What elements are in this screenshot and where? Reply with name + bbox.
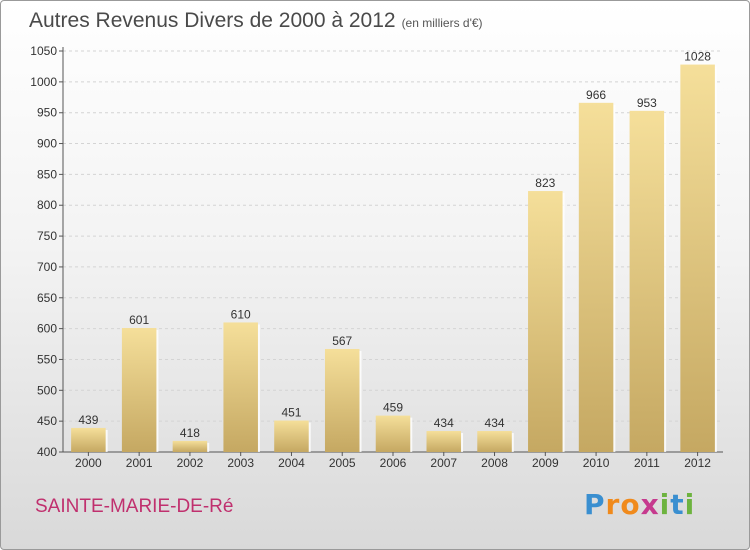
x-tick-label: 2009 [532,456,559,470]
chart-title: Autres Revenus Divers de 2000 à 2012 (en … [29,9,483,33]
logo-letter: i [684,488,696,521]
bar [578,102,614,453]
bar-group: 434 2007 [426,416,464,470]
x-tick-label: 2004 [278,456,305,470]
logo-letter: o [620,488,641,521]
y-tick-label: 550 [37,352,57,366]
x-tick-label: 2003 [227,456,254,470]
y-tick-label: 650 [37,291,57,305]
bar-group: 567 2005 [324,334,362,470]
city-name: SAINTE-MARIE-DE-Ré [35,496,234,517]
bar [629,110,665,452]
proxiti-logo: Proxiti [584,488,695,521]
y-tick-label: 950 [37,106,57,120]
bar-group: 823 2009 [528,176,565,470]
bar [426,431,462,452]
logo-letter: x [640,488,660,521]
bar-value-label: 966 [586,88,606,102]
bar-group: 601 2001 [121,313,159,470]
bar-group: 966 2010 [578,88,616,470]
bar-value-label: 567 [332,334,352,348]
x-tick-label: 2008 [481,456,508,470]
bar-group: 418 2002 [172,426,210,470]
y-tick-label: 850 [37,167,57,181]
x-tick-label: 2005 [329,456,356,470]
logo-letter: t [670,488,685,521]
bar-group: 610 2003 [223,307,260,470]
y-tick-label: 450 [37,414,57,428]
bar-value-label: 610 [231,307,251,321]
bar-group: 1028 2012 [680,50,717,470]
x-tick-label: 2002 [177,456,204,470]
logo-letter: i [659,488,671,521]
x-tick-label: 2007 [430,456,457,470]
logo-letter: P [584,488,606,521]
bar [324,348,360,452]
y-tick-label: 500 [37,383,57,397]
y-tick-label: 700 [37,260,57,274]
bar-value-label: 953 [637,96,657,110]
bar-value-label: 601 [129,313,149,327]
bar-value-label: 434 [434,416,454,430]
bar-value-label: 418 [180,426,200,440]
x-tick-label: 2006 [380,456,407,470]
bar [223,322,258,452]
bar [528,191,563,452]
x-tick-label: 2011 [634,456,660,470]
bar-value-label: 451 [281,406,301,420]
bar [121,327,157,452]
x-tick-label: 2012 [684,456,711,470]
bar [477,431,512,452]
bar-value-label: 439 [78,413,98,427]
bar-group: 439 2000 [71,413,108,470]
bar-group: 434 2008 [477,416,514,470]
chart-title-text: Autres Revenus Divers de 2000 à 2012 [29,9,396,32]
bar-group: 953 2011 [629,96,667,470]
x-tick-label: 2010 [583,456,610,470]
bar [680,64,715,452]
y-tick-label: 1050 [30,44,57,58]
x-tick-label: 2000 [75,456,102,470]
y-tick-label: 600 [37,322,57,336]
bar-value-label: 823 [535,176,555,190]
y-tick-label: 750 [37,229,57,243]
y-tick-label: 1000 [30,75,57,89]
logo-letter: r [605,488,621,521]
bar [71,427,106,452]
bar-group: 459 2006 [375,401,413,470]
y-tick-label: 800 [37,198,57,212]
chart-unit-label: (en milliers d'€) [401,16,483,30]
x-tick-label: 2001 [126,456,153,470]
bar-value-label: 434 [485,416,505,430]
bar-group: 451 2004 [274,406,311,470]
y-tick-label: 900 [37,137,57,151]
bar [172,440,208,452]
y-tick-label: 400 [37,445,57,459]
bar-value-label: 459 [383,401,403,415]
bar-value-label: 1028 [684,50,711,64]
bar [274,420,309,452]
bar [375,415,411,452]
